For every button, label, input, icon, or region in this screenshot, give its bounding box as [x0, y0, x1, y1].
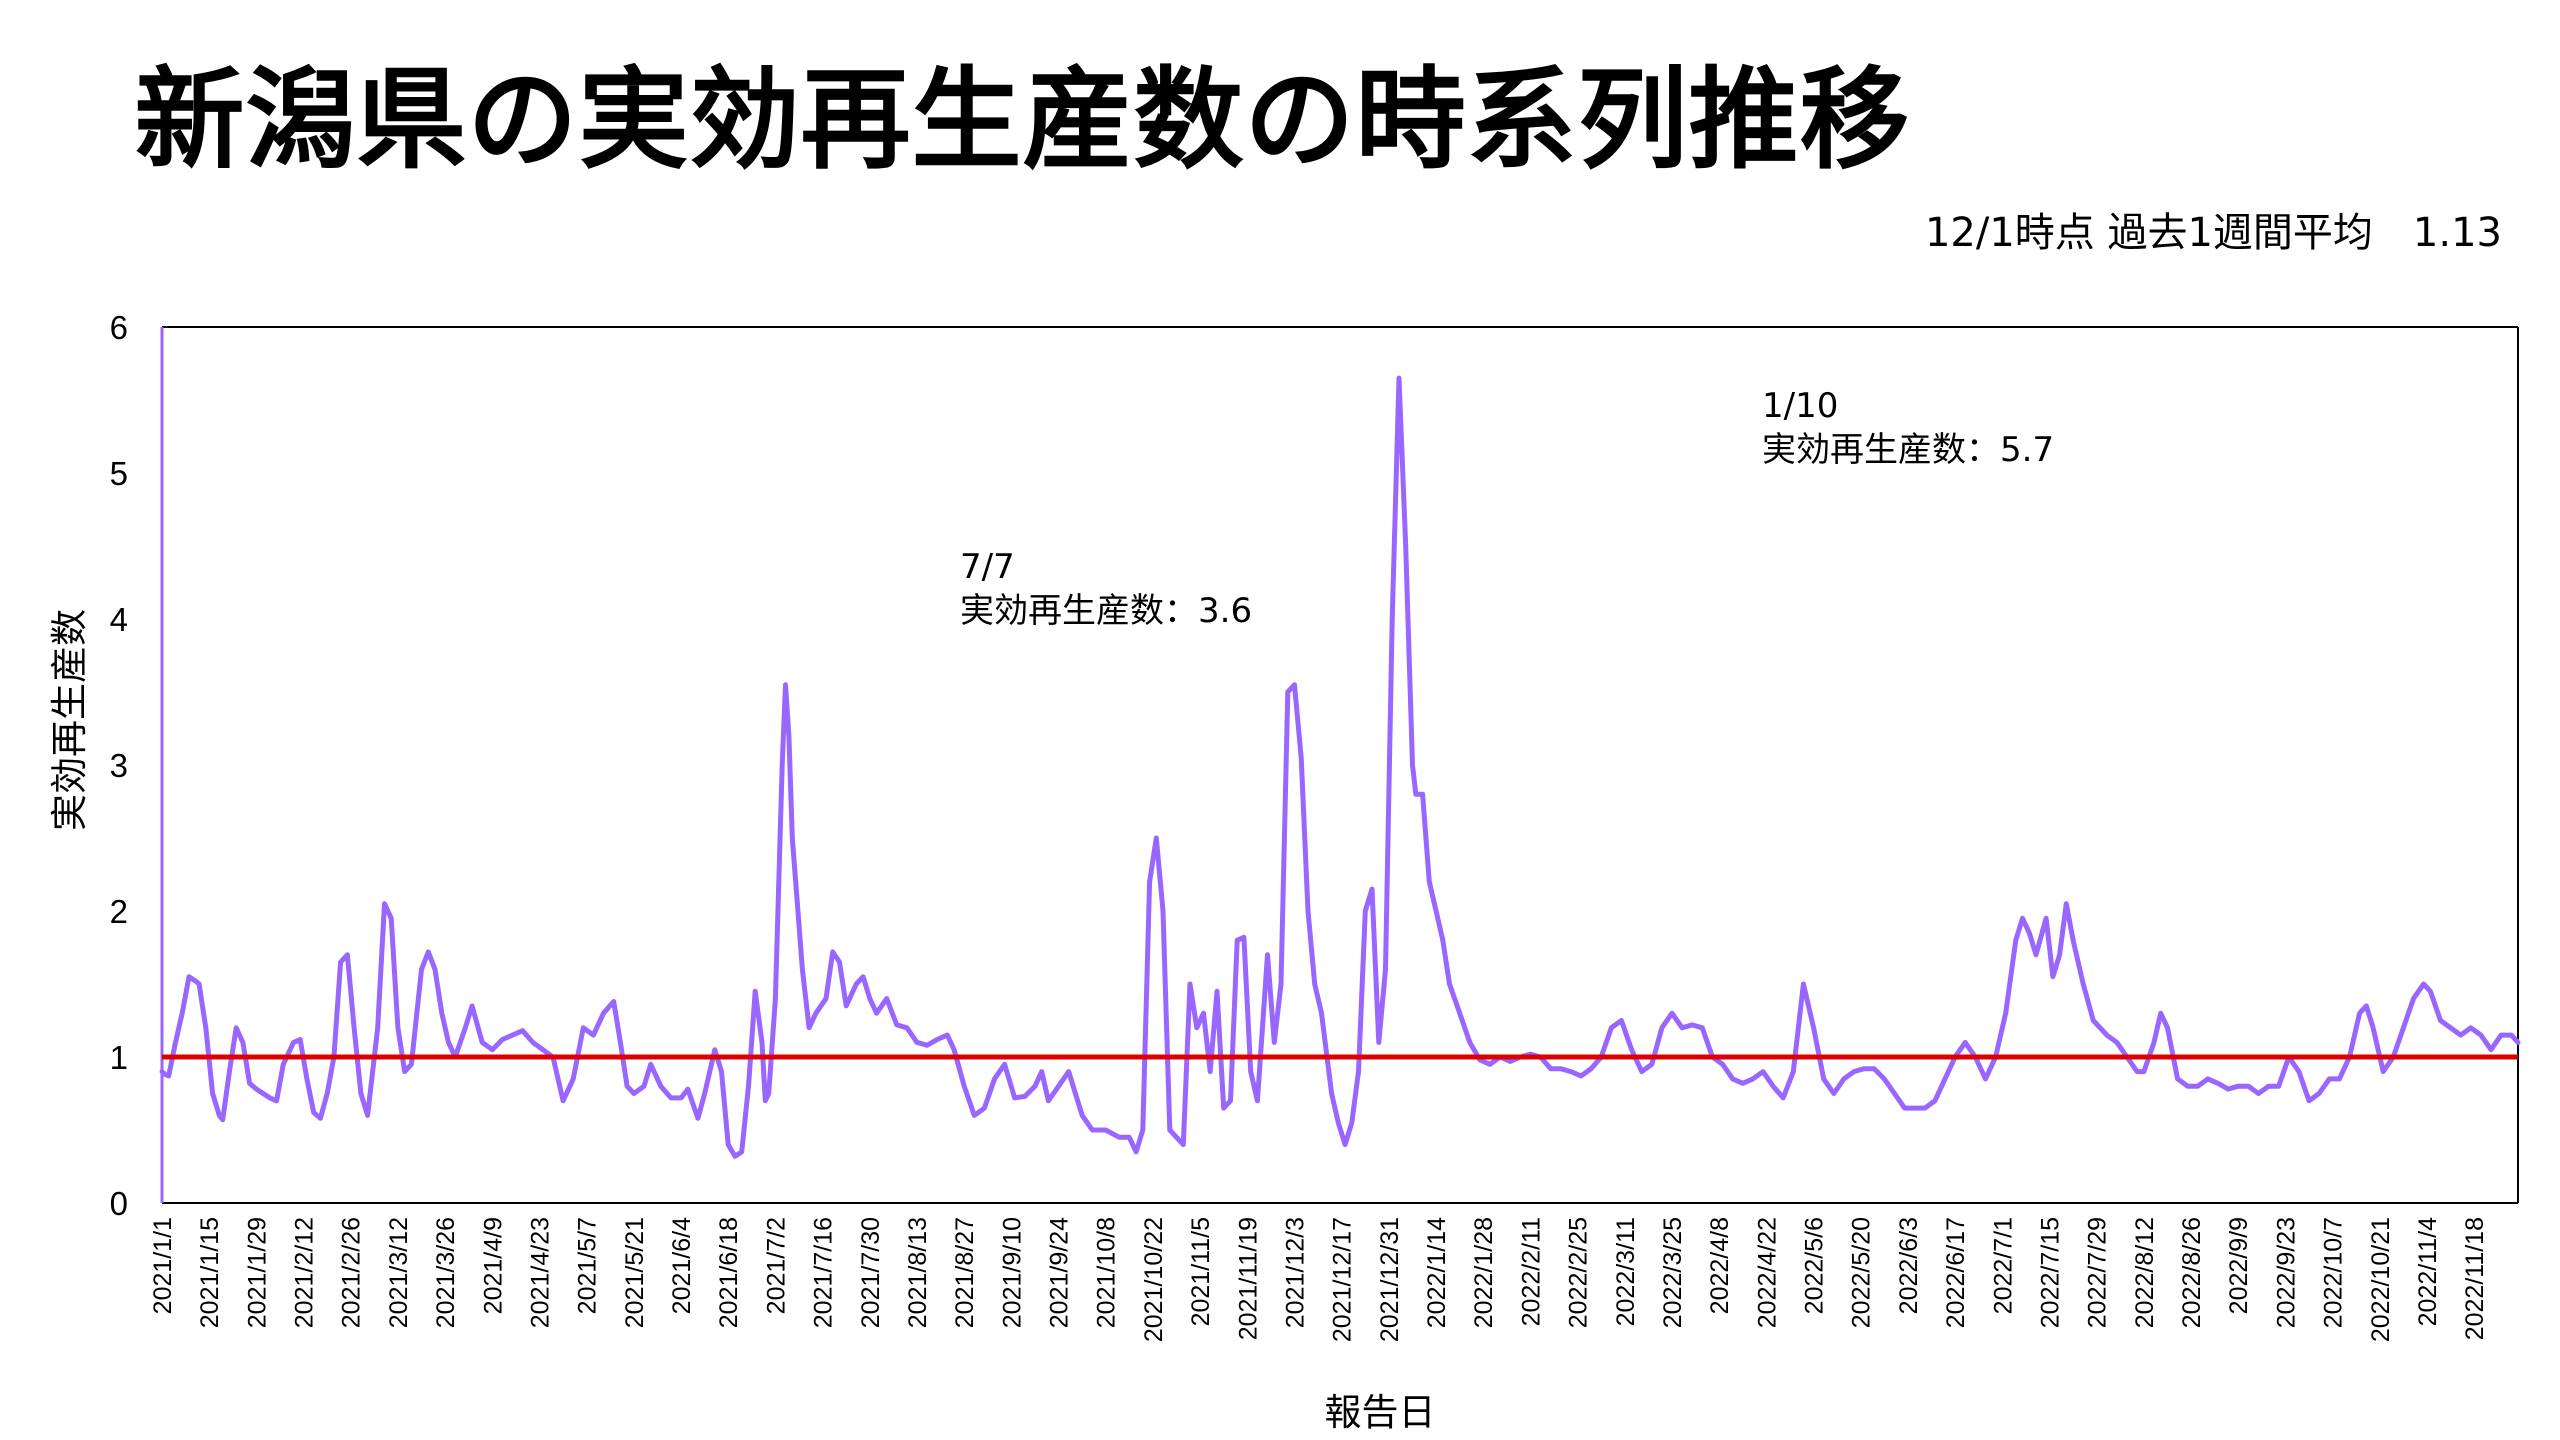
x-tick-labels: 2021/1/1 2021/1/15 2021/1/29 2021/2/12 2021/…	[149, 1217, 2489, 1342]
x-tick-label: 2021/4/23	[526, 1217, 554, 1328]
x-tick-label: 2021/10/8	[1093, 1217, 1121, 1328]
x-tick-label: 2022/9/23	[2272, 1217, 2300, 1328]
x-tick-label: 2021/12/31	[1376, 1217, 1404, 1342]
x-tick-label: 2021/6/4	[668, 1217, 696, 1314]
x-tick-label: 2021/7/2	[762, 1217, 790, 1314]
annotation-value: 実効再生産数：3.6	[960, 591, 1252, 631]
x-tick-label: 2021/2/12	[291, 1217, 319, 1328]
x-tick-label: 2022/2/25	[1565, 1217, 1593, 1328]
annotation-date: 1/10	[1762, 386, 1838, 426]
chart-frame-layer	[160, 326, 2519, 1204]
series-line-0	[159, 375, 2521, 1159]
y-tick-label: 3	[110, 747, 128, 784]
x-tick-label: 2021/7/30	[857, 1217, 885, 1328]
series-layer	[159, 375, 2521, 1159]
x-tick-label: 2022/10/7	[2320, 1217, 2348, 1328]
x-tick-label: 2022/3/25	[1659, 1217, 1687, 1328]
x-tick-label: 2021/5/7	[574, 1217, 602, 1314]
x-tick-label: 2021/2/26	[338, 1217, 366, 1328]
x-tick-label: 2021/6/18	[715, 1217, 743, 1328]
x-tick-label: 2022/9/9	[2225, 1217, 2253, 1314]
x-tick-label: 2022/4/22	[1753, 1217, 1781, 1328]
x-tick-label: 2021/10/22	[1140, 1217, 1168, 1342]
y-tick-label: 6	[110, 309, 128, 346]
x-tick-label: 2021/12/17	[1329, 1217, 1357, 1342]
x-tick-label: 2022/1/14	[1423, 1217, 1451, 1328]
y-axis-title: 実効再生産数	[48, 609, 91, 831]
x-tick-label: 2021/5/21	[621, 1217, 649, 1328]
x-tick-label: 2021/8/13	[904, 1217, 932, 1328]
x-tick-label: 2021/7/16	[810, 1217, 838, 1328]
x-tick-label: 2021/3/12	[385, 1217, 413, 1328]
x-tick-label: 2022/2/11	[1517, 1217, 1545, 1326]
annotation-date: 7/7	[960, 547, 1015, 587]
x-tick-label: 2021/1/1	[149, 1217, 177, 1314]
x-tick-label: 2021/8/27	[951, 1217, 979, 1328]
x-tick-label: 2021/9/10	[998, 1217, 1026, 1328]
x-tick-label: 2022/6/17	[1942, 1217, 1970, 1328]
y-tick-label: 5	[110, 455, 128, 492]
x-tick-label: 2022/11/18	[2461, 1217, 2489, 1340]
x-tick-label: 2022/7/15	[2036, 1217, 2064, 1328]
x-tick-label: 2021/12/3	[1281, 1217, 1309, 1328]
y-tick-label: 0	[110, 1185, 128, 1222]
x-tick-label: 2022/5/20	[1848, 1217, 1876, 1328]
x-tick-label: 2022/7/29	[2084, 1217, 2112, 1328]
y-tick-label: 4	[110, 601, 128, 638]
x-tick-label: 2022/8/12	[2131, 1217, 2159, 1328]
annotation-value: 実効再生産数：5.7	[1762, 430, 2054, 470]
x-tick-label: 2021/11/5	[1187, 1217, 1215, 1326]
x-tick-label: 2022/3/11	[1612, 1217, 1640, 1326]
chart-subtitle: 12/1時点 過去1週間平均 1.13	[1924, 210, 2502, 256]
x-tick-label: 2022/5/6	[1801, 1217, 1829, 1314]
y-tick-label: 2	[110, 893, 128, 930]
x-tick-label: 2022/11/4	[2414, 1217, 2442, 1326]
x-tick-label: 2022/8/26	[2178, 1217, 2206, 1328]
x-axis-title: 報告日	[1325, 1391, 1436, 1434]
x-tick-label: 2021/11/19	[1234, 1217, 1262, 1340]
x-tick-label: 2021/4/9	[479, 1217, 507, 1314]
x-tick-label: 2022/10/21	[2367, 1217, 2395, 1342]
x-tick-label: 2021/9/24	[1046, 1217, 1074, 1328]
x-tick-label: 2021/1/29	[243, 1217, 271, 1328]
x-tick-label: 2022/1/28	[1470, 1217, 1498, 1328]
page-title: 新潟県の実効再生産数の時系列推移	[134, 56, 1911, 184]
y-tick-label: 1	[110, 1039, 128, 1076]
x-tick-label: 2022/6/3	[1895, 1217, 1923, 1314]
x-tick-label: 2022/7/1	[1989, 1217, 2017, 1314]
x-tick-label: 2022/4/8	[1706, 1217, 1734, 1314]
y-tick-labels: 0 1 2 3 4 5 6	[110, 309, 128, 1222]
x-tick-label: 2021/1/15	[196, 1217, 224, 1328]
x-tick-label: 2021/3/26	[432, 1217, 460, 1328]
